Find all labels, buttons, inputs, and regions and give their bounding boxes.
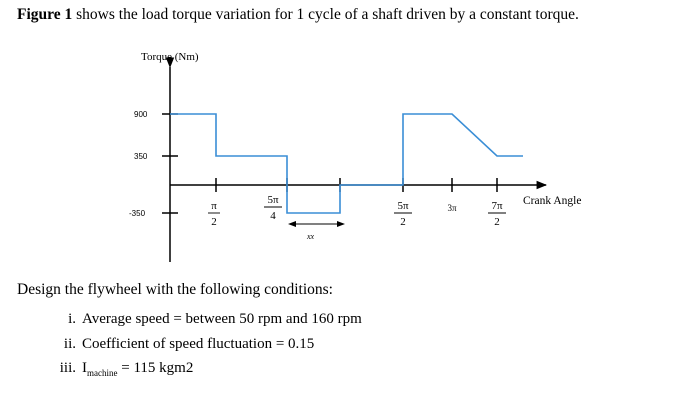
condition-number: iii.	[59, 360, 76, 376]
x-tick-label-5pi-4: 5π 4	[264, 194, 282, 222]
torque-curve	[170, 113, 523, 214]
condition-number: ii.	[63, 336, 76, 352]
svg-text:2: 2	[494, 216, 500, 228]
svg-text:2: 2	[211, 216, 217, 228]
x-tick-label-pi-2: π 2	[208, 200, 220, 228]
svg-text:2: 2	[400, 216, 406, 228]
design-heading: Design the flywheel with the following c…	[17, 281, 333, 298]
svg-text:5π: 5π	[397, 200, 409, 212]
span-arrow	[288, 221, 345, 227]
svg-text:3π: 3π	[447, 203, 457, 213]
x-tick-label-7pi-2: 7π 2	[488, 200, 506, 228]
x-axis-label: Crank Angle	[523, 195, 581, 207]
y-tick-label-350: 350	[134, 152, 148, 161]
x-tick-label-3pi: 3π	[447, 203, 457, 213]
x-tick-label-5pi-2: 5π 2	[394, 200, 412, 228]
span-label: xx	[306, 232, 315, 241]
y-tick-label-900: 900	[134, 110, 148, 119]
inertia-subscript: machine	[87, 368, 118, 378]
svg-text:4: 4	[270, 210, 276, 222]
condition-item: iii. Imachine = 115 kgm2	[56, 360, 194, 378]
condition-text: = 115 kgm2	[117, 360, 194, 376]
figure-label: Figure 1	[17, 6, 73, 23]
inertia-symbol: I	[82, 360, 87, 376]
intro-text: shows the load torque variation for 1 cy…	[72, 6, 579, 23]
condition-number: i.	[68, 311, 76, 327]
condition-text: Coefficient of speed fluctuation = 0.15	[82, 336, 315, 352]
svg-text:π: π	[211, 200, 217, 212]
svg-text:7π: 7π	[491, 200, 503, 212]
condition-item: i. Average speed = between 50 rpm and 160…	[56, 311, 362, 328]
y-tick-label-neg350: -350	[129, 209, 146, 218]
y-axis-label: Torque (Nm)	[141, 51, 199, 63]
condition-text: Average speed = between 50 rpm and 160 r…	[82, 311, 362, 327]
intro-sentence: Figure 1 shows the load torque variation…	[17, 6, 579, 24]
svg-text:5π: 5π	[267, 194, 279, 206]
condition-item: ii. Coefficient of speed fluctuation = 0.…	[56, 336, 314, 353]
